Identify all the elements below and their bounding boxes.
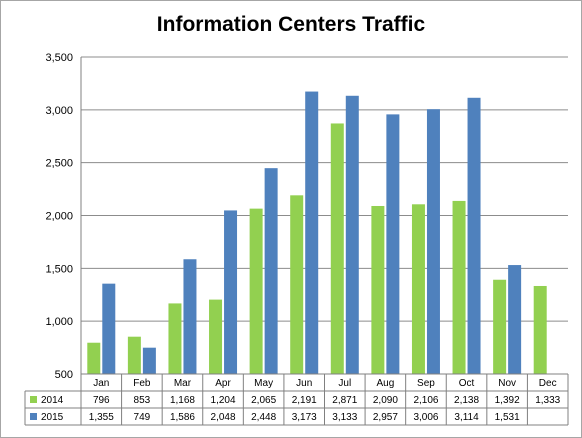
x-tick-label: Nov — [498, 378, 516, 389]
legend-label-2015: 2015 — [41, 412, 64, 423]
bar-2014-Dec — [533, 285, 547, 374]
y-tick-label: 1,000 — [45, 316, 73, 328]
bar-2015-Oct — [467, 97, 481, 375]
legend-swatch-2014 — [30, 396, 37, 403]
bar-2014-May — [249, 208, 263, 374]
bar-2014-Oct — [452, 200, 466, 374]
bar-2014-Jul — [330, 123, 344, 375]
data-label-2014: 2,191 — [292, 395, 317, 406]
bar-2015-Jun — [305, 91, 319, 374]
data-label-2015: 2,048 — [211, 412, 236, 423]
x-tick-label: Jan — [93, 378, 109, 389]
data-label-2015: 749 — [134, 412, 151, 423]
data-label-2014: 2,090 — [373, 395, 398, 406]
data-label-2015: 1,586 — [170, 412, 195, 423]
y-tick-label: 2,500 — [45, 158, 73, 170]
y-tick-label: 2,000 — [45, 211, 73, 223]
data-label-2015: 1,531 — [495, 412, 520, 423]
bar-2015-Aug — [386, 114, 400, 374]
y-tick-label: 3,500 — [45, 52, 73, 64]
data-label-2015: 2,957 — [373, 412, 398, 423]
data-label-2014: 1,168 — [170, 395, 195, 406]
y-tick-label: 1,500 — [45, 263, 73, 275]
bar-2015-Jan — [102, 283, 116, 374]
bar-2015-Mar — [183, 259, 197, 374]
data-label-2014: 2,138 — [454, 395, 479, 406]
bar-2015-Sep — [426, 109, 440, 374]
bar-2015-May — [264, 168, 278, 374]
data-label-2015: 3,114 — [454, 412, 479, 423]
data-label-2014: 853 — [134, 395, 151, 406]
data-label-2014: 796 — [93, 395, 110, 406]
bar-2015-Jul — [345, 95, 359, 374]
bar-2014-Apr — [209, 299, 223, 374]
x-tick-label: Aug — [376, 378, 394, 389]
data-label-2015: 2,448 — [251, 412, 276, 423]
bar-2015-Apr — [224, 210, 238, 374]
bar-2014-Mar — [168, 303, 182, 374]
data-label-2014: 1,392 — [495, 395, 520, 406]
bar-2014-Feb — [127, 336, 141, 374]
x-tick-label: Jul — [338, 378, 351, 389]
bar-2014-Jun — [290, 195, 304, 374]
x-tick-label: May — [254, 378, 273, 389]
x-tick-label: Oct — [459, 378, 475, 389]
legend-swatch-2015 — [30, 413, 37, 420]
y-tick-label: 500 — [55, 369, 73, 381]
bar-2015-Feb — [142, 347, 156, 374]
x-tick-label: Feb — [133, 378, 151, 389]
data-label-2014: 2,871 — [332, 395, 357, 406]
data-label-2014: 1,204 — [211, 395, 236, 406]
y-tick-label: 3,000 — [45, 105, 73, 117]
bar-2014-Aug — [371, 205, 385, 374]
bar-2015-Nov — [508, 265, 522, 374]
data-label-2015: 3,133 — [332, 412, 357, 423]
x-tick-label: Dec — [539, 378, 557, 389]
data-label-2015: 3,006 — [413, 412, 438, 423]
x-tick-label: Mar — [174, 378, 192, 389]
x-tick-label: Sep — [417, 378, 435, 389]
data-label-2014: 1,333 — [535, 395, 560, 406]
bar-2014-Sep — [411, 204, 425, 374]
bar-2014-Nov — [493, 279, 507, 374]
legend-label-2014: 2014 — [41, 395, 64, 406]
x-tick-label: Jun — [296, 378, 312, 389]
data-label-2014: 2,065 — [251, 395, 276, 406]
data-label-2014: 2,106 — [413, 395, 438, 406]
chart-title: Information Centers Traffic — [156, 13, 426, 36]
data-label-2015: 3,173 — [292, 412, 317, 423]
x-tick-label: Apr — [215, 378, 231, 389]
bar-2014-Jan — [87, 342, 101, 374]
data-label-2015: 1,355 — [89, 412, 114, 423]
